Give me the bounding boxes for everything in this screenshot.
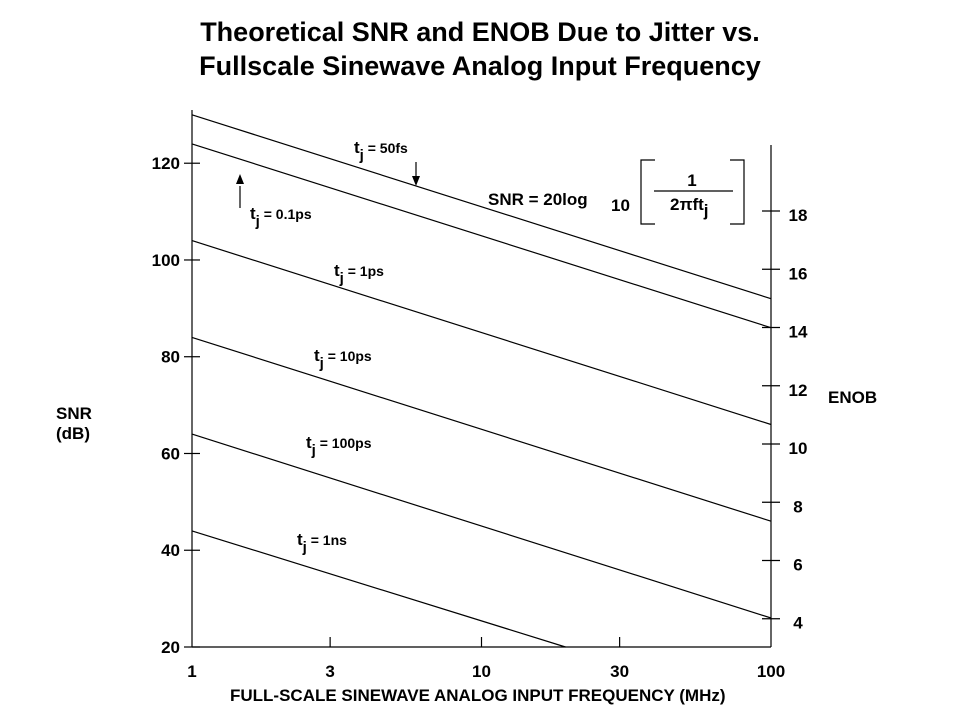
x-tick-label: 30 <box>610 662 629 681</box>
y-tick-label: 120 <box>152 154 180 173</box>
y-tick-label: 40 <box>161 541 180 560</box>
formula-denominator: 2πftj <box>670 195 709 220</box>
enob-tick-label: 4 <box>793 614 803 633</box>
y-tick-label: 20 <box>161 638 180 657</box>
formula-left-bracket <box>640 159 655 225</box>
arrowhead-0_1ps <box>236 174 244 184</box>
y-tick-label: 100 <box>152 251 180 270</box>
y-tick-label: 60 <box>161 444 180 463</box>
jitter-line-100ps <box>191 433 772 619</box>
enob-tick-label: 14 <box>789 323 808 342</box>
enob-axis-label: ENOB <box>828 388 878 407</box>
jitter-label-0_1ps: tj = 0.1ps <box>250 204 312 230</box>
arrowhead-50fs <box>412 176 420 186</box>
chart-title: Theoretical SNR and ENOB Due to Jitter v… <box>200 17 760 47</box>
y-tick-label: 80 <box>161 348 180 367</box>
chart-subtitle: Fullscale Sinewave Analog Input Frequenc… <box>199 51 761 81</box>
enob-tick-label: 12 <box>789 381 808 400</box>
x-tick-label: 1 <box>187 662 196 681</box>
enob-tick-label: 18 <box>789 206 808 225</box>
formula-numerator: 1 <box>687 171 696 190</box>
jitter-line-0_1ps <box>191 143 772 329</box>
x-tick-label: 100 <box>757 662 785 681</box>
enob-tick-label: 6 <box>793 555 802 574</box>
x-tick-label: 10 <box>472 662 491 681</box>
jitter-label-10ps: tj = 10ps <box>314 346 372 372</box>
jitter-label-1ns: tj = 1ns <box>297 530 347 556</box>
formula-log-base: 10 <box>611 196 630 215</box>
x-axis-label: FULL-SCALE SINEWAVE ANALOG INPUT FREQUEN… <box>230 686 726 705</box>
formula-right-bracket <box>730 159 745 225</box>
enob-tick-label: 10 <box>789 439 808 458</box>
enob-tick-label: 16 <box>789 264 808 283</box>
y-axis-label: SNR <box>56 404 92 423</box>
jitter-line-1ns <box>191 530 566 648</box>
jitter-label-1ps: tj = 1ps <box>334 261 384 287</box>
jitter-label-50fs: tj = 50fs <box>354 138 408 164</box>
enob-tick-label: 8 <box>793 497 802 516</box>
jitter-line-10ps <box>191 336 772 522</box>
formula-lhs: SNR = 20log <box>488 190 588 209</box>
jitter-line-50fs <box>191 114 772 300</box>
y-axis-unit: (dB) <box>56 424 90 443</box>
x-tick-label: 3 <box>325 662 334 681</box>
jitter-line-1ps <box>191 240 772 426</box>
jitter-label-100ps: tj = 100ps <box>306 433 372 459</box>
